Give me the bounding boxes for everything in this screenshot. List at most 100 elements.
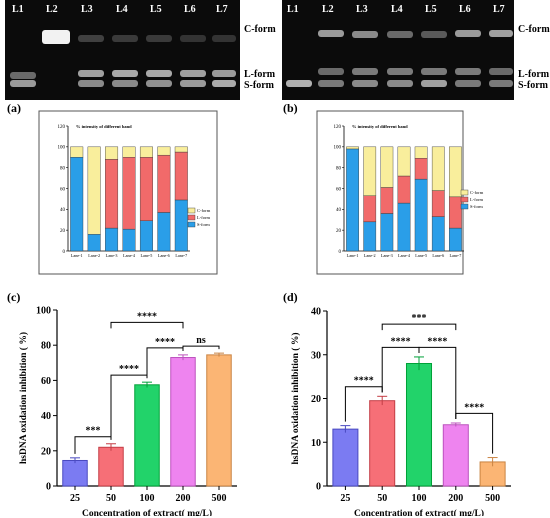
bar-segment-s-form	[122, 228, 136, 252]
bar-segment-c-form	[397, 146, 411, 177]
y-tick-label: 40	[60, 208, 66, 213]
bar	[62, 459, 88, 487]
gel-left-c-form-label: C-form	[244, 24, 276, 35]
y-tick-label: 40	[41, 411, 51, 422]
x-tick-label: Lane-6	[432, 253, 444, 258]
bar-segment-s-form	[139, 220, 153, 252]
y-tick-label: 100	[58, 146, 66, 151]
significance-label: ****	[119, 364, 139, 375]
gel-band	[180, 70, 206, 77]
gel-right-s-form-label: S-form	[518, 80, 548, 91]
stacked-bar-chart-b: % intensity of different band 0 20 40 60 80 10…	[316, 110, 484, 275]
bar-segment-l-form	[139, 157, 153, 221]
gel-band	[421, 31, 447, 38]
x-tick-label: Lane-4	[398, 253, 411, 258]
legend-label: L-form	[197, 215, 210, 220]
y-tick-label: 60	[336, 187, 342, 192]
x-tick-label: Lane-2	[88, 253, 100, 258]
x-tick-label: Lane-7	[449, 253, 461, 258]
gel-right-lane-label: L3	[356, 4, 368, 15]
bar-segment-l-form	[449, 196, 462, 229]
gel-left-l-form-label: L-form	[244, 69, 276, 80]
gel-right-lane-label: L4	[391, 4, 403, 15]
x-tick-label: Lane-1	[347, 253, 359, 258]
y-tick-label: 40	[336, 208, 342, 213]
gel-band	[455, 30, 481, 37]
gel-band	[352, 80, 378, 87]
panel-label-d: (d)	[283, 290, 298, 304]
gel-band	[421, 68, 447, 75]
panel-label-b: (b)	[283, 101, 298, 115]
significance-bracket	[418, 346, 457, 419]
x-axis-label: Concentration of extract( mg/L)	[354, 508, 484, 516]
gel-band	[318, 30, 344, 37]
x-tick-label: Lane-4	[123, 253, 136, 258]
gel-band	[387, 80, 413, 87]
bar-segment-s-form	[363, 221, 377, 252]
bar-segment-l-form	[380, 187, 394, 214]
x-tick-label: 200	[176, 493, 191, 504]
bar-segment-l-form	[431, 190, 445, 217]
bar-segment-c-form	[380, 146, 394, 188]
bar-segment-l-form	[397, 175, 411, 204]
y-tick-label: 0	[339, 250, 342, 255]
y-tick-label: 100	[334, 146, 342, 151]
legend-swatch	[187, 207, 196, 214]
bar-segment-s-form	[380, 213, 394, 252]
gel-band	[212, 35, 236, 42]
bar-segment-c-form	[363, 146, 377, 196]
gel-right-lane-label: L7	[493, 4, 505, 15]
gel-band	[10, 72, 36, 79]
bar-segment-c-form	[174, 146, 188, 153]
significance-label: ns	[196, 335, 206, 346]
bar-segment-s-form	[70, 157, 84, 252]
x-tick-label: Lane-3	[106, 253, 118, 258]
gel-band	[352, 68, 378, 75]
gel-right-lane-label: L5	[425, 4, 437, 15]
chart-title: % intensity of different band	[76, 124, 132, 129]
gel-band	[421, 80, 447, 87]
gel-band	[146, 80, 172, 87]
gel-left-lane-label: L3	[81, 4, 93, 15]
legend-swatch	[460, 189, 469, 196]
bar	[170, 357, 196, 487]
x-tick-label: 50	[377, 493, 387, 504]
bar-segment-s-form	[449, 227, 462, 252]
bar-segment-s-form	[397, 202, 411, 252]
significance-label: ***	[86, 426, 101, 437]
bar-segment-c-form	[449, 146, 462, 198]
x-tick-label: Lane-5	[140, 253, 152, 258]
gel-band	[78, 70, 104, 77]
gel-band	[318, 68, 344, 75]
stacked-bar-chart-a: % intensity of different band 0 20 40 60 80 10…	[38, 110, 218, 275]
gel-band	[489, 68, 513, 75]
bar-segment-s-form	[87, 234, 101, 252]
x-tick-label: Lane-2	[364, 253, 376, 258]
significance-bracket	[110, 321, 184, 329]
x-tick-label: 500	[212, 493, 227, 504]
bar-segment-c-form	[157, 146, 171, 156]
gel-left-lane-label: L1	[12, 4, 24, 15]
y-tick-label: 0	[63, 250, 66, 255]
y-tick-label: 120	[58, 125, 66, 130]
bar-segment-c-form	[414, 146, 428, 159]
bar	[442, 424, 469, 487]
y-axis-label: hsDNA oxidation inhibition ( %)	[18, 332, 29, 464]
bar-segment-l-form	[105, 159, 119, 229]
legend-swatch	[460, 203, 469, 210]
x-tick-label: 500	[485, 493, 500, 504]
legend-label: C-form	[197, 208, 211, 213]
significance-label: ***	[412, 313, 427, 324]
bar	[134, 384, 160, 487]
y-tick-label: 80	[336, 166, 342, 171]
chart-title: % intensity of different band	[352, 124, 408, 129]
gel-left-lane-label: L7	[216, 4, 228, 15]
y-tick-label: 80	[41, 341, 51, 352]
y-tick-label: 20	[60, 229, 66, 234]
gel-band	[212, 70, 236, 77]
significance-label: ****	[137, 311, 157, 322]
gel-left-lane-label: L5	[150, 4, 162, 15]
gel-band	[112, 70, 138, 77]
y-tick-label: 120	[334, 125, 342, 130]
gel-right-lane-label: L1	[287, 4, 299, 15]
